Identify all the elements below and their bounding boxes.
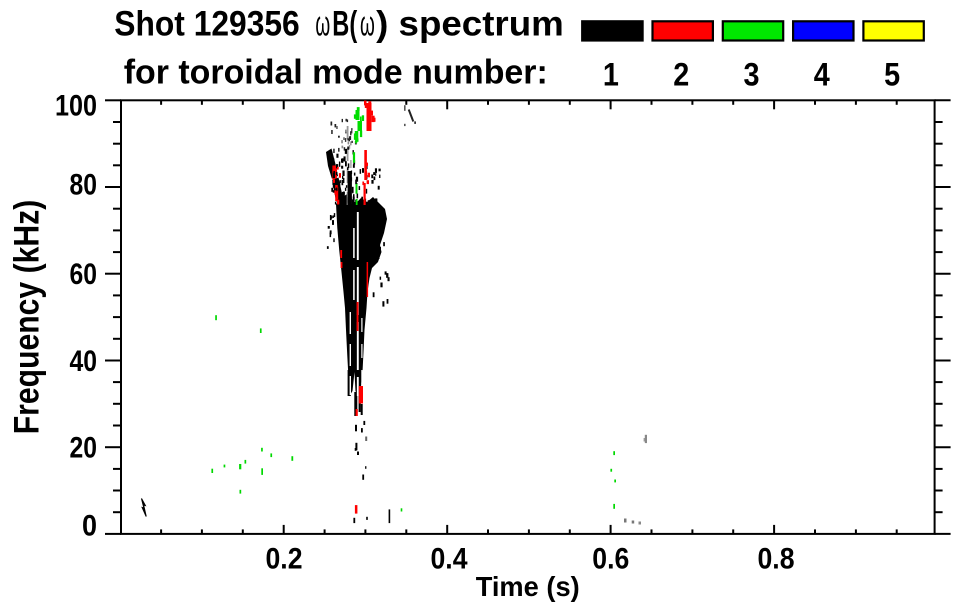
svg-text:Frequency (kHz): Frequency (kHz) xyxy=(7,200,46,435)
svg-text:20: 20 xyxy=(70,431,98,464)
svg-text:40: 40 xyxy=(70,345,98,378)
svg-text:0.4: 0.4 xyxy=(431,542,468,575)
svg-text:4: 4 xyxy=(814,56,830,92)
svg-text:80: 80 xyxy=(70,168,98,201)
svg-text:ω: ω xyxy=(360,4,375,43)
svg-text:5: 5 xyxy=(884,56,900,92)
svg-text:100: 100 xyxy=(55,89,97,122)
svg-text:1: 1 xyxy=(603,56,619,92)
svg-text:B(: B( xyxy=(332,4,357,43)
svg-text:Time (s): Time (s) xyxy=(476,571,580,602)
svg-text:0: 0 xyxy=(82,510,97,543)
svg-text:0.8: 0.8 xyxy=(758,542,795,575)
svg-text:) spectrum: ) spectrum xyxy=(376,4,564,43)
svg-text:60: 60 xyxy=(70,258,98,291)
svg-text:0.2: 0.2 xyxy=(266,542,303,575)
svg-text:for toroidal mode number:: for toroidal mode number: xyxy=(124,53,548,91)
svg-text:0.6: 0.6 xyxy=(592,542,629,575)
svg-text:3: 3 xyxy=(744,56,760,92)
svg-text:2: 2 xyxy=(673,56,689,92)
svg-text:Shot 129356: Shot 129356 xyxy=(114,4,299,43)
svg-text:ω: ω xyxy=(315,4,330,43)
